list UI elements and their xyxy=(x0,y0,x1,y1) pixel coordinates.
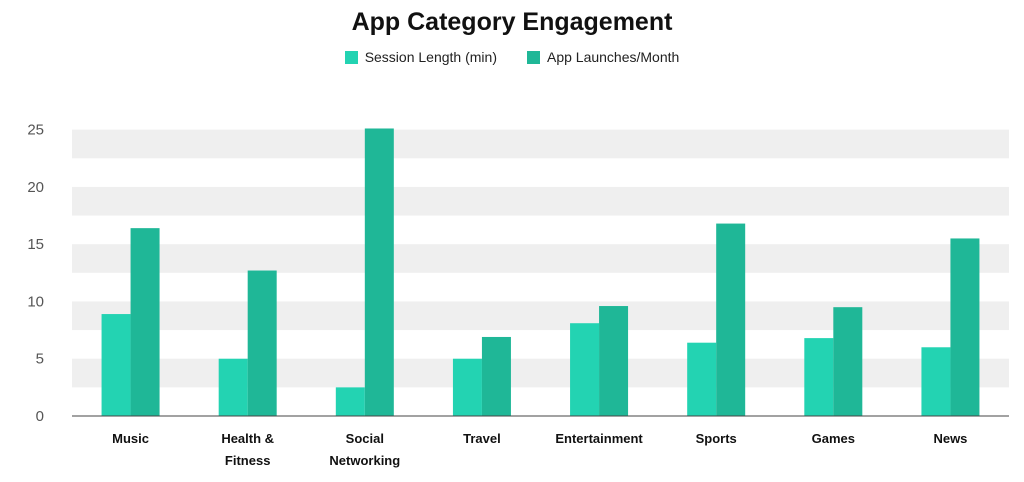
x-tick-label: News xyxy=(933,431,967,446)
x-tick-label: Health & xyxy=(221,431,274,446)
chart-title: App Category Engagement xyxy=(351,8,673,36)
x-tick-label: Networking xyxy=(329,453,400,468)
grid-band xyxy=(72,244,1009,273)
legend-label-app-launches: App Launches/Month xyxy=(546,49,680,65)
legend-item-app-launches: App Launches/Month xyxy=(526,49,680,65)
legend-item-session-length: Session Length (min) xyxy=(344,49,497,65)
x-tick-label: Social xyxy=(346,431,384,446)
bar-session-length xyxy=(218,358,248,416)
y-tick-label: 10 xyxy=(27,293,44,310)
legend-swatch-session-length xyxy=(344,50,358,64)
grid-band xyxy=(72,129,1009,159)
x-tick-label: Music xyxy=(112,431,149,446)
y-tick-label: 20 xyxy=(27,179,44,196)
legend: Session Length (min) App Launches/Month xyxy=(0,49,1024,65)
bar-app-launches xyxy=(833,307,863,416)
bar-session-length xyxy=(335,387,365,416)
x-tick-label: Entertainment xyxy=(555,431,643,446)
legend-swatch-app-launches xyxy=(526,50,540,64)
bar-app-launches xyxy=(950,238,980,416)
grid-band xyxy=(72,358,1009,388)
y-tick-label: 5 xyxy=(36,351,44,368)
y-tick-label: 15 xyxy=(27,236,44,253)
bar-app-launches xyxy=(716,223,746,416)
y-tick-label: 25 xyxy=(27,122,44,139)
y-tick-label: 0 xyxy=(36,408,44,425)
bar-app-launches xyxy=(599,306,629,416)
bar-app-launches xyxy=(130,228,160,416)
x-tick-label: Travel xyxy=(463,431,501,446)
bar-session-length xyxy=(921,347,951,416)
bar-session-length xyxy=(804,338,834,416)
bar-session-length xyxy=(101,314,131,416)
bar-app-launches xyxy=(481,336,511,416)
x-tick-label: Games xyxy=(812,431,855,446)
bar-session-length xyxy=(570,323,600,416)
bar-app-launches xyxy=(247,270,277,416)
x-tick-label: Fitness xyxy=(225,453,271,468)
x-tick-label: Sports xyxy=(696,431,737,446)
grid-band xyxy=(72,186,1009,216)
bar-app-launches xyxy=(364,128,394,416)
grid-band xyxy=(72,301,1009,331)
bar-session-length xyxy=(452,358,482,416)
bar-session-length xyxy=(687,342,717,416)
legend-label-session-length: Session Length (min) xyxy=(364,49,497,65)
